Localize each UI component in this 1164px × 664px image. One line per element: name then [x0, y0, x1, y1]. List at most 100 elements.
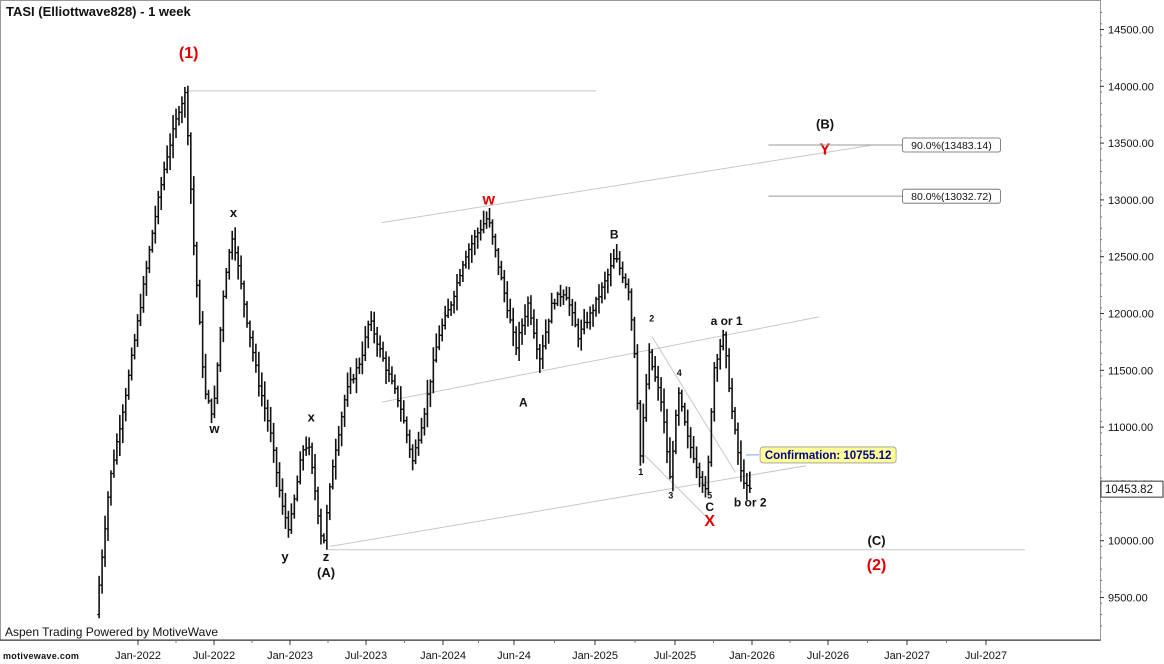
ohlc-bar: [324, 504, 329, 550]
ohlc-bar: [141, 275, 146, 313]
ohlc-bar: [422, 407, 427, 436]
ohlc-bar: [517, 321, 522, 362]
ohlc-bar: [318, 508, 323, 545]
wave-label: 5: [707, 491, 712, 501]
ohlc-bar: [191, 176, 196, 256]
ohlc-bar: [685, 409, 690, 449]
ohlc-bar: [599, 282, 604, 304]
ohlc-bar: [135, 314, 140, 347]
ohlc-bar: [156, 190, 161, 225]
ohlc-bar: [617, 251, 622, 276]
trend-line: [330, 465, 807, 547]
chart-grid: [0, 0, 1101, 641]
ohlc-bar: [505, 281, 510, 319]
ohlc-bar: [460, 260, 465, 283]
fib-label: 90.0%(13483.14): [911, 140, 992, 152]
ohlc-bar: [197, 279, 202, 325]
y-tick-label: 10000.00: [1108, 536, 1154, 548]
fib-label: 80.0%(13032.72): [911, 191, 992, 203]
ohlc-bar: [413, 439, 418, 465]
ohlc-bar: [407, 429, 412, 459]
ohlc-bar: [389, 366, 394, 385]
ohlc-bar: [594, 296, 599, 317]
ohlc-bar: [97, 575, 102, 619]
y-tick-label: 13500.00: [1108, 138, 1154, 150]
ohlc-bar: [247, 320, 252, 348]
ohlc-bar: [123, 387, 128, 422]
ohlc-bar: [688, 427, 693, 459]
ohlc-bar: [573, 301, 578, 328]
trend-line: [381, 316, 820, 403]
ohlc-bar: [126, 369, 131, 400]
ohlc-bar: [404, 416, 409, 444]
ohlc-bar: [209, 398, 214, 424]
ohlc-bar: [443, 305, 448, 330]
ohlc-bar: [520, 318, 525, 345]
x-tick-label: Jul-2026: [807, 650, 849, 662]
ohlc-bar: [502, 269, 507, 303]
wave-label: x: [308, 409, 316, 424]
ohlc-bar: [602, 271, 607, 300]
last-price-label: 10453.82: [1105, 484, 1153, 496]
ohlc-bar: [315, 486, 320, 525]
ohlc-bar: [230, 230, 235, 260]
ohlc-bar: [283, 492, 288, 529]
wave-label: a or 1: [711, 314, 743, 328]
trend-line: [651, 335, 736, 473]
ohlc-bar: [440, 318, 445, 342]
wave-label: y: [281, 549, 289, 564]
ohlc-bar: [469, 234, 474, 263]
ohlc-bar: [741, 459, 746, 489]
ohlc-bar: [233, 227, 238, 261]
x-tick-label: Jun-24: [497, 650, 531, 662]
ohlc-bar: [354, 358, 359, 394]
confirmation-label: Confirmation: 10755.12: [765, 450, 892, 462]
ohlc-bar: [188, 132, 193, 204]
fib-levels: 90.0%(13483.14) 80.0%(13032.72) Confirmati…: [746, 137, 1001, 464]
ohlc-bar: [635, 344, 640, 410]
ohlc-bar: [475, 227, 480, 249]
ohlc-bar: [242, 280, 247, 318]
ohlc-bar: [623, 273, 628, 289]
ohlc-bar: [120, 404, 125, 444]
ohlc-bar: [304, 436, 309, 456]
ohlc-bar: [117, 414, 122, 457]
ohlc-bar: [656, 365, 661, 401]
ohlc-bar: [138, 293, 143, 327]
time-axis[interactable]: Jan-2022 Jul-2022 Jan-2023 Jul-2023 Jan-2024…: [0, 639, 1100, 662]
ohlc-bar: [434, 333, 439, 363]
ohlc-bar: [165, 145, 170, 174]
ohlc-bar: [357, 357, 362, 375]
ohlc-bar: [277, 462, 282, 498]
ohlc-bar: [650, 349, 655, 371]
ohlc-bar: [289, 503, 294, 534]
ohlc-bar: [721, 329, 726, 351]
ohlc-bar: [265, 399, 270, 432]
fib-label-box: [902, 137, 1001, 153]
y-tick-label: 12000.00: [1108, 309, 1154, 321]
price-axis[interactable]: 9500.0010000.0010500.0011000.0011500.001…: [1100, 11, 1164, 627]
wave-label: 1: [638, 467, 643, 477]
motivewave-logo: motivewave.com: [3, 651, 80, 661]
ohlc-bar: [673, 409, 678, 455]
wave-label: 3: [668, 491, 673, 501]
ohlc-bar: [321, 533, 326, 544]
ohlc-bar: [327, 483, 332, 521]
ohlc-bar: [171, 115, 176, 159]
ohlc-bar: [457, 268, 462, 287]
ohlc-bar: [425, 379, 430, 428]
y-tick-label: 14500.00: [1108, 25, 1154, 37]
ohlc-bar: [466, 243, 471, 270]
footer-credit: Aspen Trading Powered by MotiveWave: [5, 625, 218, 639]
last-price-box: [1100, 480, 1164, 498]
ohlc-bar: [259, 372, 264, 407]
ohlc-bar: [236, 246, 241, 280]
ohlc-bar: [360, 341, 365, 375]
ohlc-bar: [200, 311, 205, 378]
wave-label: (1): [179, 45, 199, 62]
x-tick-label: Jul-2023: [345, 650, 387, 662]
ohlc-bar: [549, 292, 554, 324]
ohlc-bar: [268, 406, 273, 443]
ohlc-bar: [653, 356, 658, 382]
